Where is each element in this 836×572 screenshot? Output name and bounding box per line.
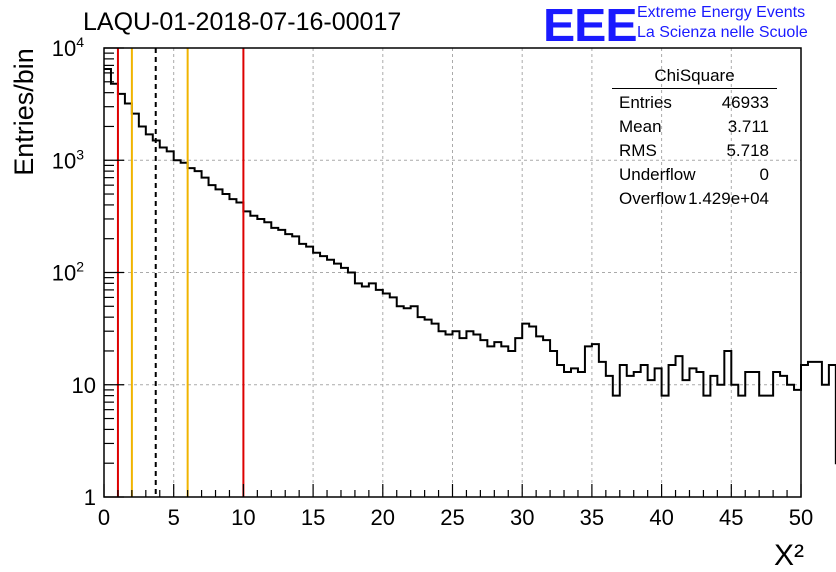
stats-key: Underflow <box>619 165 696 184</box>
axis-ticks <box>103 47 802 498</box>
eee-caption-line1: Extreme Energy Events <box>637 4 806 21</box>
x-tick-label: 20 <box>371 505 395 530</box>
stats-row-mean: Mean 3.711 <box>612 115 777 139</box>
x-tick-label: 50 <box>789 505 813 530</box>
y-axis-label: Entries/bin <box>9 48 39 176</box>
x-tick-label: 0 <box>98 505 110 530</box>
stats-row-entries: Entries 46933 <box>612 91 777 115</box>
x-tick-label: 25 <box>440 505 464 530</box>
x-tick-label: 15 <box>301 505 325 530</box>
x-axis-label: X² <box>774 539 804 572</box>
y-tick-label: 103 <box>52 146 84 173</box>
x-tick-label: 40 <box>649 505 673 530</box>
y-tick-exponent: 2 <box>76 259 84 275</box>
stats-key: RMS <box>619 141 657 160</box>
eee-logo: EEE <box>543 0 638 51</box>
y-tick-exponent: 4 <box>76 34 84 50</box>
histogram-series <box>104 68 836 465</box>
stats-row-underflow: Underflow 0 <box>612 163 777 187</box>
stats-box: ChiSquare Entries 46933 Mean 3.711 RMS 5… <box>612 64 777 211</box>
stats-value: 1.429e+04 <box>688 189 769 208</box>
stats-title: ChiSquare <box>612 64 777 89</box>
x-tick-labels: 0 5 10 15 20 25 30 35 40 45 50 <box>98 505 813 530</box>
y-tick-labels: 1 10 102 103 104 <box>52 34 96 510</box>
x-tick-label: 10 <box>231 505 255 530</box>
x-tick-label: 5 <box>168 505 180 530</box>
y-tick-label: 10 <box>72 373 96 398</box>
stats-key: Overflow <box>619 189 687 208</box>
y-tick-label: 102 <box>52 259 84 286</box>
y-tick-label: 104 <box>52 34 84 61</box>
stats-key: Mean <box>619 117 662 136</box>
stats-value: 3.711 <box>727 117 769 136</box>
y-tick-label: 1 <box>84 485 96 510</box>
x-tick-label: 30 <box>510 505 534 530</box>
x-tick-label: 45 <box>719 505 743 530</box>
stats-value: 0 <box>759 165 769 184</box>
stats-row-overflow: Overflow 1.429e+04 <box>612 187 777 211</box>
stats-value: 5.718 <box>726 141 769 160</box>
y-tick-exponent: 3 <box>76 146 84 162</box>
x-tick-label: 35 <box>580 505 604 530</box>
stats-row-rms: RMS 5.718 <box>612 139 777 163</box>
eee-caption: Extreme Energy Events La Scienza nelle S… <box>637 3 808 43</box>
stats-value: 46933 <box>721 93 769 112</box>
chart-title: LAQU-01-2018-07-16-00017 <box>83 8 402 36</box>
eee-caption-line2: La Scienza nelle Scuole <box>637 24 808 41</box>
stats-key: Entries <box>619 93 672 112</box>
